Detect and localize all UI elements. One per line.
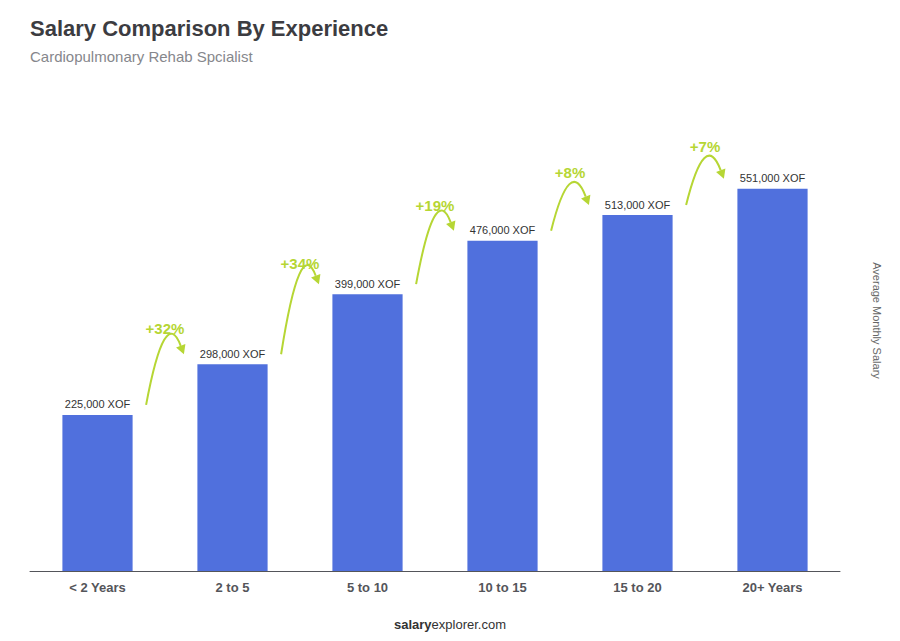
svg-text:Average Monthly Salary: Average Monthly Salary (871, 262, 883, 379)
svg-text:< 2 Years: < 2 Years (69, 580, 126, 595)
svg-text:513,000 XOF: 513,000 XOF (605, 199, 671, 211)
svg-text:5 to 10: 5 to 10 (347, 580, 388, 595)
svg-text:salary: salary (394, 617, 432, 632)
svg-text:20+ Years: 20+ Years (742, 580, 802, 595)
svg-text:10 to 15: 10 to 15 (478, 580, 526, 595)
svg-text:551,000 XOF: 551,000 XOF (740, 172, 806, 184)
svg-text:+32%: +32% (146, 320, 185, 337)
svg-text:Salary Comparison By Experienc: Salary Comparison By Experience (30, 16, 388, 41)
svg-text:2 to 5: 2 to 5 (216, 580, 250, 595)
svg-text:explorer.com: explorer.com (432, 617, 506, 632)
svg-text:476,000 XOF: 476,000 XOF (470, 224, 536, 236)
svg-text:+7%: +7% (690, 138, 720, 155)
svg-text:15 to 20: 15 to 20 (613, 580, 661, 595)
svg-text:+34%: +34% (281, 255, 320, 272)
svg-text:Cardiopulmonary Rehab Spcialis: Cardiopulmonary Rehab Spcialist (30, 48, 253, 65)
svg-text:+8%: +8% (555, 164, 585, 181)
svg-text:298,000 XOF: 298,000 XOF (200, 348, 266, 360)
svg-text:399,000 XOF: 399,000 XOF (335, 278, 401, 290)
svg-text:225,000 XOF: 225,000 XOF (65, 398, 131, 410)
svg-text:+19%: +19% (416, 197, 455, 214)
